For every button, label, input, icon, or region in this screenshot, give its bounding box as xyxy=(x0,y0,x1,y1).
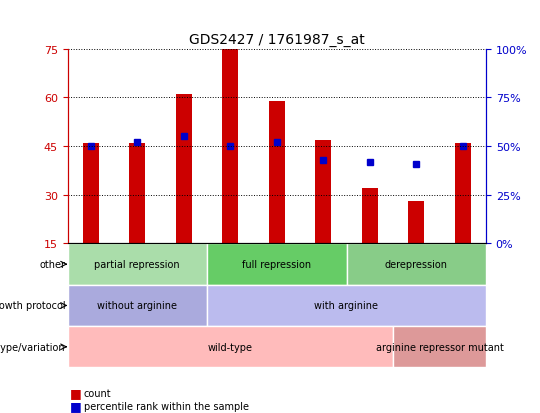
Text: partial repression: partial repression xyxy=(94,259,180,270)
Text: percentile rank within the sample: percentile rank within the sample xyxy=(84,401,249,411)
Bar xyxy=(129,143,145,244)
Text: without arginine: without arginine xyxy=(97,301,177,311)
Bar xyxy=(83,143,99,244)
Bar xyxy=(222,50,238,244)
FancyBboxPatch shape xyxy=(68,244,207,285)
Text: ■: ■ xyxy=(70,387,82,399)
Text: wild-type: wild-type xyxy=(208,342,253,352)
Bar xyxy=(455,143,471,244)
Bar xyxy=(408,202,424,244)
FancyBboxPatch shape xyxy=(347,244,486,285)
Text: genotype/variation: genotype/variation xyxy=(0,342,65,352)
FancyBboxPatch shape xyxy=(207,285,486,326)
Text: ■: ■ xyxy=(70,399,82,412)
Text: growth protocol: growth protocol xyxy=(0,301,65,311)
Text: count: count xyxy=(84,389,111,399)
FancyBboxPatch shape xyxy=(207,244,347,285)
Bar xyxy=(176,95,192,244)
FancyBboxPatch shape xyxy=(68,326,393,368)
Text: derepression: derepression xyxy=(384,259,448,270)
Bar xyxy=(268,101,285,244)
Text: with arginine: with arginine xyxy=(314,301,379,311)
Text: full repression: full repression xyxy=(242,259,312,270)
Bar xyxy=(362,189,378,244)
FancyBboxPatch shape xyxy=(393,326,486,368)
Text: other: other xyxy=(39,259,65,270)
Bar xyxy=(315,140,332,244)
Text: arginine repressor mutant: arginine repressor mutant xyxy=(375,342,503,352)
Title: GDS2427 / 1761987_s_at: GDS2427 / 1761987_s_at xyxy=(189,33,364,47)
FancyBboxPatch shape xyxy=(68,285,207,326)
